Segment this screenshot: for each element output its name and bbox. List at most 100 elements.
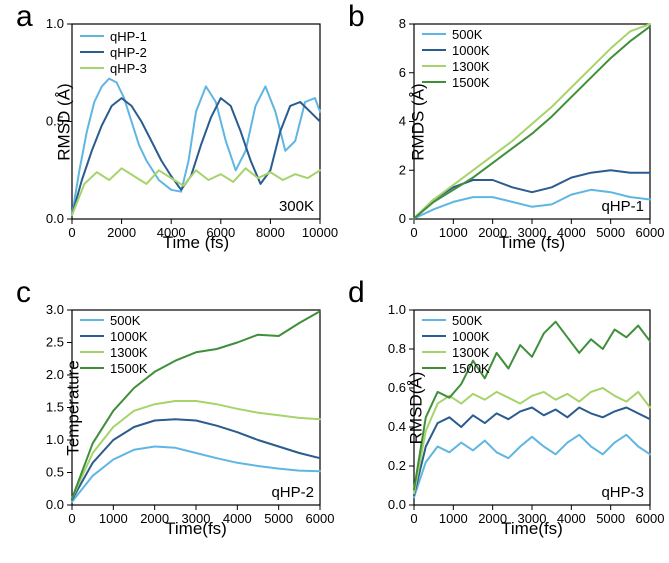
svg-text:6000: 6000 — [636, 511, 665, 526]
panel-letter-c: c — [16, 276, 31, 310]
legend-swatch — [422, 319, 446, 321]
panel-letter-d: d — [348, 276, 365, 310]
corner-b: qHP-1 — [601, 198, 644, 215]
legend-item: 500K — [80, 312, 148, 328]
ylabel-b: RMDS (Å) — [409, 83, 429, 160]
svg-text:4: 4 — [399, 114, 406, 129]
legend-item: 1300K — [422, 58, 490, 74]
legend-item: qHP-2 — [80, 44, 147, 60]
svg-text:0: 0 — [68, 511, 75, 526]
svg-text:1.0: 1.0 — [46, 432, 64, 447]
svg-text:1000: 1000 — [99, 511, 128, 526]
legend-label: 500K — [452, 313, 482, 328]
figure: a b c d 02000400060008000100000.00.51.0 … — [0, 0, 669, 563]
svg-text:1000: 1000 — [439, 511, 468, 526]
legend-swatch — [80, 319, 104, 321]
panel-d: 01000200030004000500060000.00.20.40.60.8… — [414, 310, 650, 505]
legend-c: 500K1000K1300K1500K — [80, 312, 148, 376]
legend-item: 1300K — [80, 344, 148, 360]
legend-item: 1000K — [422, 42, 490, 58]
svg-text:6: 6 — [399, 65, 406, 80]
legend-label: 1300K — [452, 59, 490, 74]
svg-text:0.5: 0.5 — [46, 465, 64, 480]
legend-item: 500K — [422, 312, 490, 328]
svg-text:0.4: 0.4 — [388, 419, 406, 434]
xlabel-b: Time (fs) — [499, 233, 565, 253]
svg-text:0.0: 0.0 — [46, 497, 64, 512]
legend-label: 500K — [110, 313, 140, 328]
xlabel-a: Time (fs) — [163, 233, 229, 253]
svg-text:8000: 8000 — [256, 225, 285, 240]
legend-label: 1500K — [110, 361, 148, 376]
svg-text:5000: 5000 — [264, 511, 293, 526]
svg-text:1.0: 1.0 — [46, 16, 64, 31]
legend-item: 1300K — [422, 344, 490, 360]
svg-text:5000: 5000 — [596, 225, 625, 240]
legend-item: 1500K — [422, 74, 490, 90]
legend-a: qHP-1qHP-2qHP-3 — [80, 28, 147, 76]
svg-text:0.0: 0.0 — [46, 211, 64, 226]
corner-d: qHP-3 — [601, 484, 644, 501]
legend-b: 500K1000K1300K1500K — [422, 26, 490, 90]
legend-swatch — [80, 35, 104, 37]
legend-item: 500K — [422, 26, 490, 42]
ylabel-d: RMSD(Å) — [406, 371, 426, 444]
svg-text:0.2: 0.2 — [388, 458, 406, 473]
svg-text:0: 0 — [410, 511, 417, 526]
legend-swatch — [422, 49, 446, 51]
xlabel-c: Time(fs) — [165, 519, 227, 539]
legend-item: 1500K — [80, 360, 148, 376]
corner-c: qHP-2 — [271, 484, 314, 501]
ylabel-a: RMSD (Å) — [55, 83, 75, 160]
legend-swatch — [80, 351, 104, 353]
panel-letter-a: a — [16, 0, 33, 34]
svg-text:0: 0 — [68, 225, 75, 240]
legend-swatch — [422, 335, 446, 337]
svg-text:5000: 5000 — [596, 511, 625, 526]
svg-text:2000: 2000 — [107, 225, 136, 240]
legend-label: 1000K — [452, 329, 490, 344]
legend-label: 500K — [452, 27, 482, 42]
xlabel-d: Time(fs) — [501, 519, 563, 539]
legend-label: 1500K — [452, 361, 490, 376]
svg-text:1000: 1000 — [439, 225, 468, 240]
legend-label: qHP-1 — [110, 29, 147, 44]
svg-text:2.0: 2.0 — [46, 367, 64, 382]
legend-item: 1500K — [422, 360, 490, 376]
svg-text:4000: 4000 — [223, 511, 252, 526]
panel-letter-b: b — [348, 0, 365, 34]
panel-c: 01000200030004000500060000.00.51.01.52.0… — [72, 310, 320, 505]
svg-text:0.8: 0.8 — [388, 341, 406, 356]
legend-label: 1000K — [452, 43, 490, 58]
panel-b: 010002000300040005000600002468 RMDS (Å) … — [414, 24, 650, 219]
legend-swatch — [80, 367, 104, 369]
legend-label: qHP-2 — [110, 45, 147, 60]
legend-item: qHP-3 — [80, 60, 147, 76]
legend-swatch — [80, 51, 104, 53]
legend-item: 1000K — [422, 328, 490, 344]
svg-text:6000: 6000 — [306, 511, 335, 526]
corner-a: 300K — [279, 198, 314, 215]
legend-swatch — [422, 351, 446, 353]
legend-swatch — [80, 335, 104, 337]
legend-swatch — [80, 67, 104, 69]
legend-label: 1300K — [110, 345, 148, 360]
panel-a: 02000400060008000100000.00.51.0 RMSD (Å)… — [72, 24, 320, 219]
legend-label: 1300K — [452, 345, 490, 360]
svg-text:0: 0 — [399, 211, 406, 226]
legend-swatch — [422, 65, 446, 67]
legend-swatch — [422, 81, 446, 83]
svg-text:1.0: 1.0 — [388, 302, 406, 317]
svg-text:3.0: 3.0 — [46, 302, 64, 317]
svg-text:0.0: 0.0 — [388, 497, 406, 512]
legend-label: 1500K — [452, 75, 490, 90]
legend-d: 500K1000K1300K1500K — [422, 312, 490, 376]
legend-swatch — [422, 367, 446, 369]
svg-text:1.5: 1.5 — [46, 400, 64, 415]
legend-label: 1000K — [110, 329, 148, 344]
legend-label: qHP-3 — [110, 61, 147, 76]
legend-item: qHP-1 — [80, 28, 147, 44]
svg-text:10000: 10000 — [302, 225, 338, 240]
svg-text:8: 8 — [399, 16, 406, 31]
svg-text:2.5: 2.5 — [46, 335, 64, 350]
